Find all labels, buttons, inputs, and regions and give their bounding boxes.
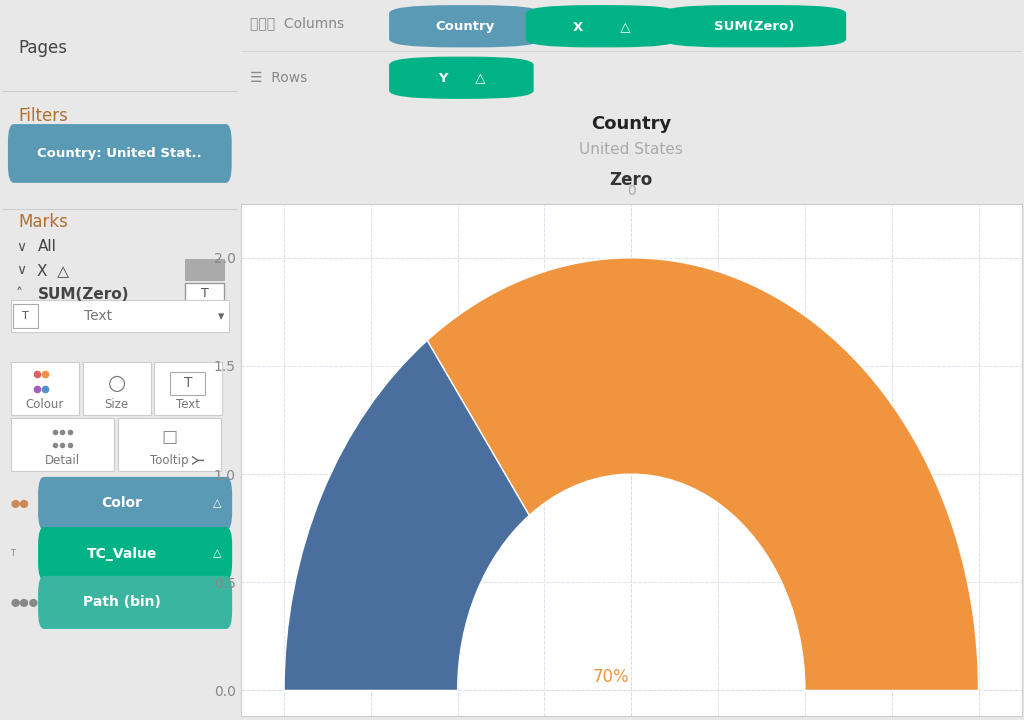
Text: SUM(Zero): SUM(Zero): [38, 287, 129, 302]
Text: Colour: Colour: [26, 397, 63, 411]
Text: ☐: ☐: [162, 430, 178, 448]
FancyBboxPatch shape: [38, 477, 232, 530]
Wedge shape: [284, 341, 529, 690]
Text: 0: 0: [627, 184, 636, 198]
FancyBboxPatch shape: [389, 57, 534, 99]
Text: Size: Size: [104, 397, 129, 411]
Text: T: T: [184, 376, 193, 390]
Text: Pages: Pages: [18, 39, 68, 57]
Text: Y      △: Y △: [438, 71, 485, 84]
Text: Country: United Stat..: Country: United Stat..: [38, 147, 202, 160]
Text: SUM(Zero): SUM(Zero): [714, 19, 795, 32]
FancyBboxPatch shape: [38, 576, 232, 629]
Text: ☰  Rows: ☰ Rows: [250, 71, 307, 85]
FancyBboxPatch shape: [8, 124, 231, 183]
FancyBboxPatch shape: [389, 5, 542, 48]
Wedge shape: [427, 258, 979, 690]
Text: △: △: [213, 498, 222, 508]
Text: 70%: 70%: [592, 668, 629, 686]
FancyBboxPatch shape: [13, 304, 38, 328]
Text: All: All: [38, 239, 56, 254]
FancyBboxPatch shape: [11, 418, 114, 471]
Text: T: T: [201, 287, 209, 300]
Text: ⬤⬤: ⬤⬤: [10, 499, 29, 508]
FancyBboxPatch shape: [663, 5, 846, 48]
Text: United States: United States: [580, 142, 683, 157]
Text: TC_Value: TC_Value: [87, 546, 158, 561]
Text: X  △: X △: [38, 263, 70, 278]
FancyBboxPatch shape: [118, 418, 221, 471]
Text: T: T: [23, 311, 29, 321]
Text: T: T: [10, 549, 15, 558]
Text: Zero: Zero: [609, 171, 653, 189]
Text: Text: Text: [176, 397, 201, 411]
Text: Filters: Filters: [18, 107, 69, 125]
Text: ⫶⫶⫶  Columns: ⫶⫶⫶ Columns: [250, 17, 344, 31]
Text: Marks: Marks: [18, 213, 69, 231]
Text: Country: Country: [591, 114, 672, 132]
Text: Path (bin): Path (bin): [83, 595, 161, 609]
Text: Country: Country: [435, 19, 495, 32]
Text: ○: ○: [108, 373, 126, 393]
Text: Text: Text: [84, 310, 113, 323]
Text: ∨: ∨: [16, 264, 27, 277]
FancyBboxPatch shape: [185, 259, 224, 280]
Text: Color: Color: [101, 496, 142, 510]
FancyBboxPatch shape: [525, 5, 678, 48]
FancyBboxPatch shape: [83, 362, 151, 415]
Text: ∨: ∨: [16, 240, 27, 253]
Text: ⬤⬤⬤: ⬤⬤⬤: [10, 598, 39, 607]
Text: Detail: Detail: [45, 454, 80, 467]
FancyBboxPatch shape: [11, 362, 79, 415]
Text: X        △: X △: [573, 19, 631, 32]
Text: ▾: ▾: [218, 310, 224, 323]
Y-axis label: Y: Y: [194, 456, 208, 464]
FancyBboxPatch shape: [185, 282, 224, 304]
Text: △: △: [213, 549, 222, 559]
FancyBboxPatch shape: [38, 527, 232, 580]
FancyBboxPatch shape: [155, 362, 222, 415]
Text: Tooltip: Tooltip: [151, 454, 188, 467]
Text: ˄: ˄: [16, 287, 24, 301]
FancyBboxPatch shape: [170, 372, 205, 395]
FancyBboxPatch shape: [11, 300, 228, 332]
